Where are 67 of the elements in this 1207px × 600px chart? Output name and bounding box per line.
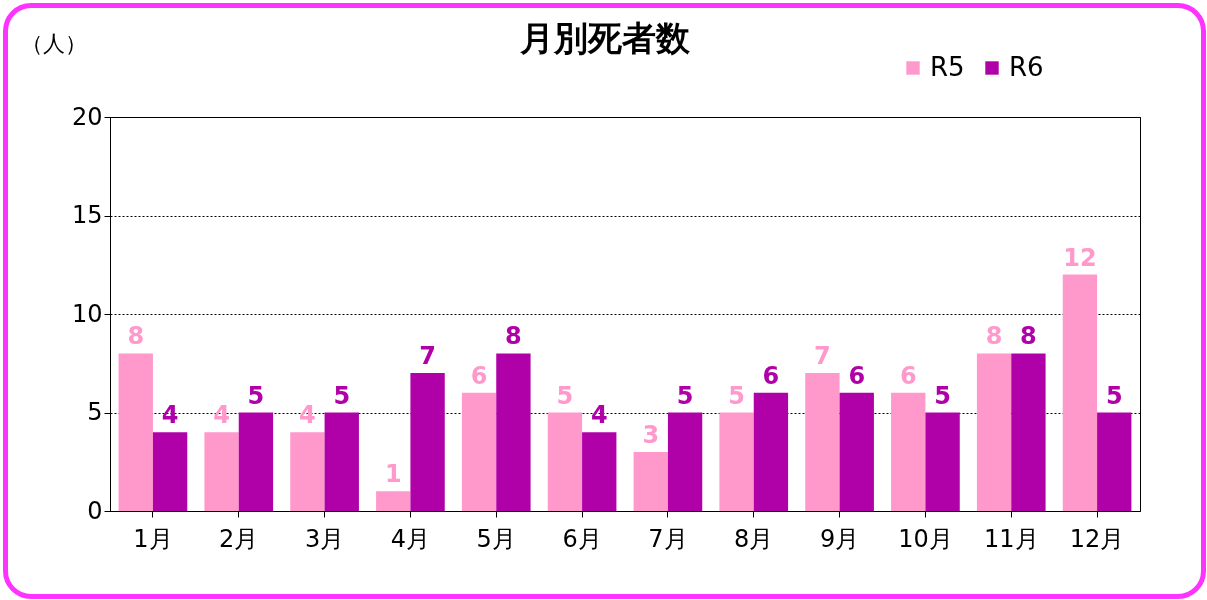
- data-label: 8: [505, 322, 522, 351]
- bar: [976, 353, 1012, 511]
- x-tick-label: 3月: [304, 524, 345, 553]
- data-label: 5: [728, 381, 745, 410]
- bar: [805, 373, 840, 511]
- bar: [461, 392, 497, 511]
- y-tick-label: 15: [71, 201, 103, 229]
- chart-title: 月別死者数: [519, 18, 691, 58]
- data-label: 7: [419, 342, 436, 371]
- data-label: 6: [470, 361, 488, 390]
- data-label: 5: [556, 381, 574, 410]
- bar: [1011, 353, 1046, 511]
- bar: [925, 412, 960, 511]
- x-tick-label: 9月: [819, 524, 860, 553]
- data-label: 8: [985, 322, 1003, 351]
- bar: [633, 451, 668, 511]
- bar: [753, 392, 789, 511]
- legend-label: R5: [930, 52, 965, 82]
- x-tick-label: 1月: [133, 524, 173, 553]
- y-axis-title: （人）: [20, 30, 87, 56]
- bar: [324, 412, 359, 511]
- x-tick-label: 12月: [1069, 524, 1125, 553]
- data-label: 1: [384, 460, 402, 489]
- bar: [1097, 412, 1132, 511]
- data-label: 7: [814, 342, 831, 371]
- data-label: 5: [676, 381, 694, 410]
- bar: [290, 432, 325, 511]
- x-tick-label: 7月: [648, 524, 688, 553]
- bar: [376, 491, 411, 511]
- data-label: 12: [1063, 243, 1097, 272]
- x-tick-label: 6月: [562, 524, 602, 553]
- bar: [839, 392, 874, 511]
- bar: [118, 353, 153, 511]
- legend-label: R6: [1009, 52, 1044, 82]
- y-tick-label: 5: [87, 398, 103, 426]
- data-label: 4: [590, 401, 608, 430]
- data-label: 6: [848, 361, 866, 390]
- bar: [204, 432, 239, 511]
- data-label: 4: [161, 401, 179, 430]
- bar: [719, 412, 754, 511]
- data-label: 6: [899, 361, 917, 390]
- x-tick-label: 2月: [219, 524, 259, 553]
- data-label: 8: [127, 322, 145, 351]
- x-tick-label: 10月: [898, 524, 953, 553]
- bar: [667, 412, 703, 511]
- bar: [410, 373, 445, 511]
- bar: [152, 432, 188, 511]
- data-label: 3: [642, 420, 660, 449]
- data-label: 6: [762, 361, 780, 390]
- data-label: 5: [333, 381, 351, 410]
- x-tick-label: 5月: [476, 524, 516, 553]
- data-label: 5: [934, 381, 951, 410]
- bar: [1062, 274, 1098, 511]
- data-label: 5: [247, 381, 265, 410]
- x-tick-label: 8月: [734, 524, 774, 553]
- data-label: 8: [1020, 322, 1037, 351]
- x-tick-label: 4月: [390, 524, 431, 553]
- y-tick-label: 0: [87, 496, 103, 525]
- y-tick-label: 10: [71, 299, 103, 328]
- bar: [496, 353, 531, 511]
- data-label: 5: [1105, 381, 1123, 410]
- bar: [582, 432, 617, 511]
- bar: [547, 412, 583, 511]
- bar: [891, 392, 926, 511]
- x-tick-label: 11月: [983, 524, 1039, 553]
- bar: [238, 412, 274, 511]
- y-tick-label: 20: [71, 102, 103, 131]
